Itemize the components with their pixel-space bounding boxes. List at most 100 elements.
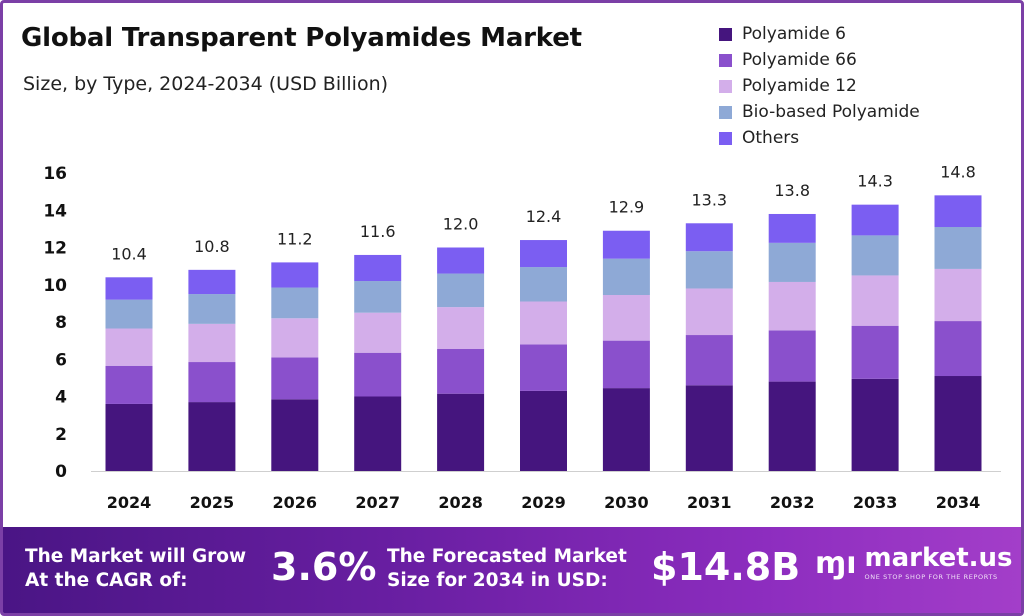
bar-segment (685, 385, 733, 471)
bar-segment (354, 281, 402, 313)
legend-item: Polyamide 66 (719, 47, 920, 73)
bar-segment (685, 288, 733, 336)
bar-segment (602, 294, 650, 341)
legend-swatch (719, 53, 732, 67)
bar-segment (437, 307, 485, 350)
cagr-label: The Market will Grow At the CAGR of: (25, 545, 246, 593)
brand-tagline: ONE STOP SHOP FOR THE REPORTS (864, 573, 998, 581)
legend-label: Polyamide 66 (742, 50, 857, 70)
y-tick-label: 6 (55, 350, 67, 370)
bar-segment (520, 267, 567, 302)
y-tick-label: 4 (55, 388, 67, 408)
cagr-value: 3.6% (271, 545, 377, 589)
x-tick-label: 2033 (853, 493, 898, 512)
bar-segment (851, 235, 899, 276)
bar-segment (602, 230, 650, 259)
bar-total-label: 12.9 (609, 198, 645, 217)
x-tick-label: 2031 (687, 493, 732, 512)
bar-segment (768, 281, 816, 331)
bar-segment (851, 204, 899, 236)
bar-segment (851, 378, 899, 471)
bar-segment (934, 195, 982, 228)
bar-segment (271, 399, 319, 471)
bar-segment (602, 388, 650, 471)
brand-logo: ɱı market.us ONE STOP SHOP FOR THE REPOR… (815, 545, 1013, 581)
y-tick-label: 12 (43, 239, 67, 259)
brand-name: market.us (864, 543, 1013, 573)
bar-segment (768, 213, 816, 243)
forecast-label-line2: Size for 2034 in USD: (387, 570, 608, 591)
bar-segment (271, 287, 319, 319)
legend-item: Bio-based Polyamide (719, 99, 920, 125)
bar-segment (520, 344, 567, 391)
x-tick-label: 2029 (521, 493, 566, 512)
bar-segment (437, 273, 485, 308)
cagr-label-line1: The Market will Grow (25, 546, 247, 567)
bar-segment (188, 402, 236, 471)
chart-subtitle: Size, by Type, 2024-2034 (USD Billion) (23, 73, 389, 95)
legend-label: Polyamide 12 (742, 76, 857, 96)
bar-segment (271, 318, 319, 358)
bar-segment (602, 340, 650, 389)
bar-segment (768, 381, 816, 471)
stacked-bar-chart: 0 2 4 6 8 10 12 14 16 10.4 2024 10.8 2025 11.2 2026 11.… (43, 162, 1001, 512)
y-tick-label: 2 (55, 425, 67, 445)
bar-total-label: 13.8 (774, 181, 810, 200)
bar-segment (768, 242, 816, 282)
legend-swatch (719, 131, 732, 145)
bar-segment (685, 251, 733, 289)
bar-segment (354, 254, 402, 282)
bar-segment (188, 294, 236, 324)
legend-item: Polyamide 12 (719, 73, 920, 99)
cagr-label-line2: At the CAGR of: (25, 570, 188, 591)
x-tick-label: 2027 (355, 493, 400, 512)
y-tick-label: 16 (43, 164, 67, 184)
bar-segment (934, 268, 982, 322)
bar-segment (851, 275, 899, 326)
bar-segment (437, 393, 485, 471)
y-tick-label: 14 (43, 201, 67, 221)
bar-segment (188, 269, 236, 295)
legend-label: Bio-based Polyamide (742, 102, 920, 122)
forecast-value: $14.8B (651, 545, 801, 589)
legend-item: Polyamide 6 (719, 21, 920, 47)
footer-banner: The Market will Grow At the CAGR of: 3.6… (3, 527, 1021, 613)
x-tick-label: 2025 (190, 493, 235, 512)
bar-total-label: 11.6 (360, 222, 396, 241)
y-tick-label: 10 (43, 276, 67, 296)
bar-segment (105, 277, 153, 300)
forecast-label: The Forecasted Market Size for 2034 in U… (387, 545, 627, 593)
bar-segment (520, 390, 567, 471)
bar-segment (520, 301, 567, 345)
bar-segment (188, 362, 236, 403)
x-tick-label: 2030 (604, 493, 649, 512)
x-tick-label: 2032 (770, 493, 815, 512)
bar-segment (188, 323, 236, 363)
bar-segment (271, 357, 319, 400)
market-us-logo-icon: ɱı (815, 545, 857, 581)
x-tick-label: 2028 (438, 493, 483, 512)
bar-segment (271, 262, 319, 288)
bar-segment (934, 321, 982, 377)
legend-swatch (719, 27, 732, 41)
bar-segment (354, 352, 402, 397)
legend-item: Others (719, 125, 920, 151)
bar-segment (105, 328, 153, 366)
y-tick-label: 8 (55, 313, 67, 333)
bar-total-label: 10.4 (111, 244, 147, 263)
forecast-label-line1: The Forecasted Market (387, 546, 627, 567)
legend-swatch (719, 105, 732, 119)
bar-segment (520, 240, 567, 268)
x-tick-label: 2034 (936, 493, 981, 512)
chart-title: Global Transparent Polyamides Market (21, 23, 582, 53)
bar-segment (602, 258, 650, 295)
legend-swatch (719, 79, 732, 93)
chart-legend: Polyamide 6 Polyamide 66 Polyamide 12 Bio-b… (719, 21, 920, 151)
bar-segment (685, 335, 733, 386)
bar-segment (354, 312, 402, 353)
bar-segment (437, 349, 485, 394)
bar-segment (934, 227, 982, 269)
bar-total-label: 14.3 (857, 172, 893, 191)
y-tick-label: 0 (55, 462, 67, 482)
